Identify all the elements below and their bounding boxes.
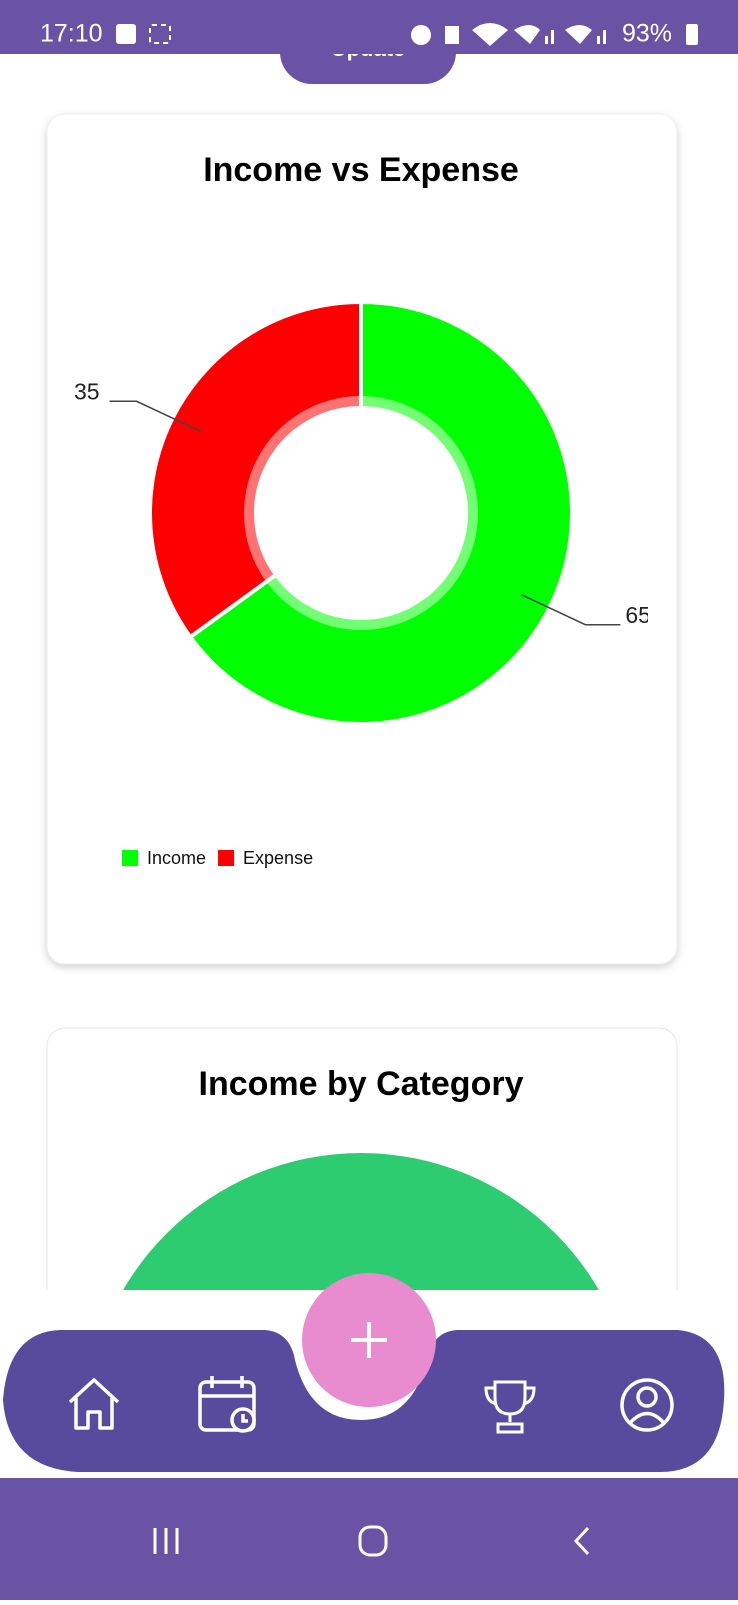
leader-line [109, 400, 201, 432]
recents-button[interactable] [153, 1528, 179, 1554]
legend-label: Income [147, 848, 206, 868]
legend-label: Expense [243, 848, 313, 868]
back-button[interactable] [573, 1526, 590, 1556]
trophy-icon[interactable] [484, 1380, 536, 1434]
data-label: 65 [625, 602, 651, 628]
system-nav [0, 1478, 738, 1600]
status-battery: 93% [622, 20, 672, 48]
status-icon [116, 24, 136, 44]
battery-icon [686, 24, 698, 45]
home-button[interactable] [358, 1525, 388, 1557]
leader-line [521, 594, 621, 626]
chart-title: Income by Category [199, 1065, 524, 1103]
legend-swatch [218, 850, 235, 866]
chart-title: Income vs Expense [203, 151, 519, 189]
chart: Income vs Expense 65 35 Income Expense [74, 151, 651, 868]
bottom-nav [3, 1330, 725, 1472]
home-icon[interactable] [68, 1378, 120, 1430]
add-icon[interactable] [351, 1322, 387, 1358]
status-time: 17:10 [40, 20, 103, 48]
chart: Income by Category [123, 1065, 599, 1290]
pie-slice [123, 1153, 599, 1290]
status-icons [411, 23, 606, 46]
donut-hole [256, 408, 466, 618]
legend-swatch [122, 850, 138, 866]
data-label: 35 [74, 378, 100, 404]
profile-icon[interactable] [620, 1378, 674, 1432]
calendar-icon[interactable] [198, 1376, 256, 1433]
